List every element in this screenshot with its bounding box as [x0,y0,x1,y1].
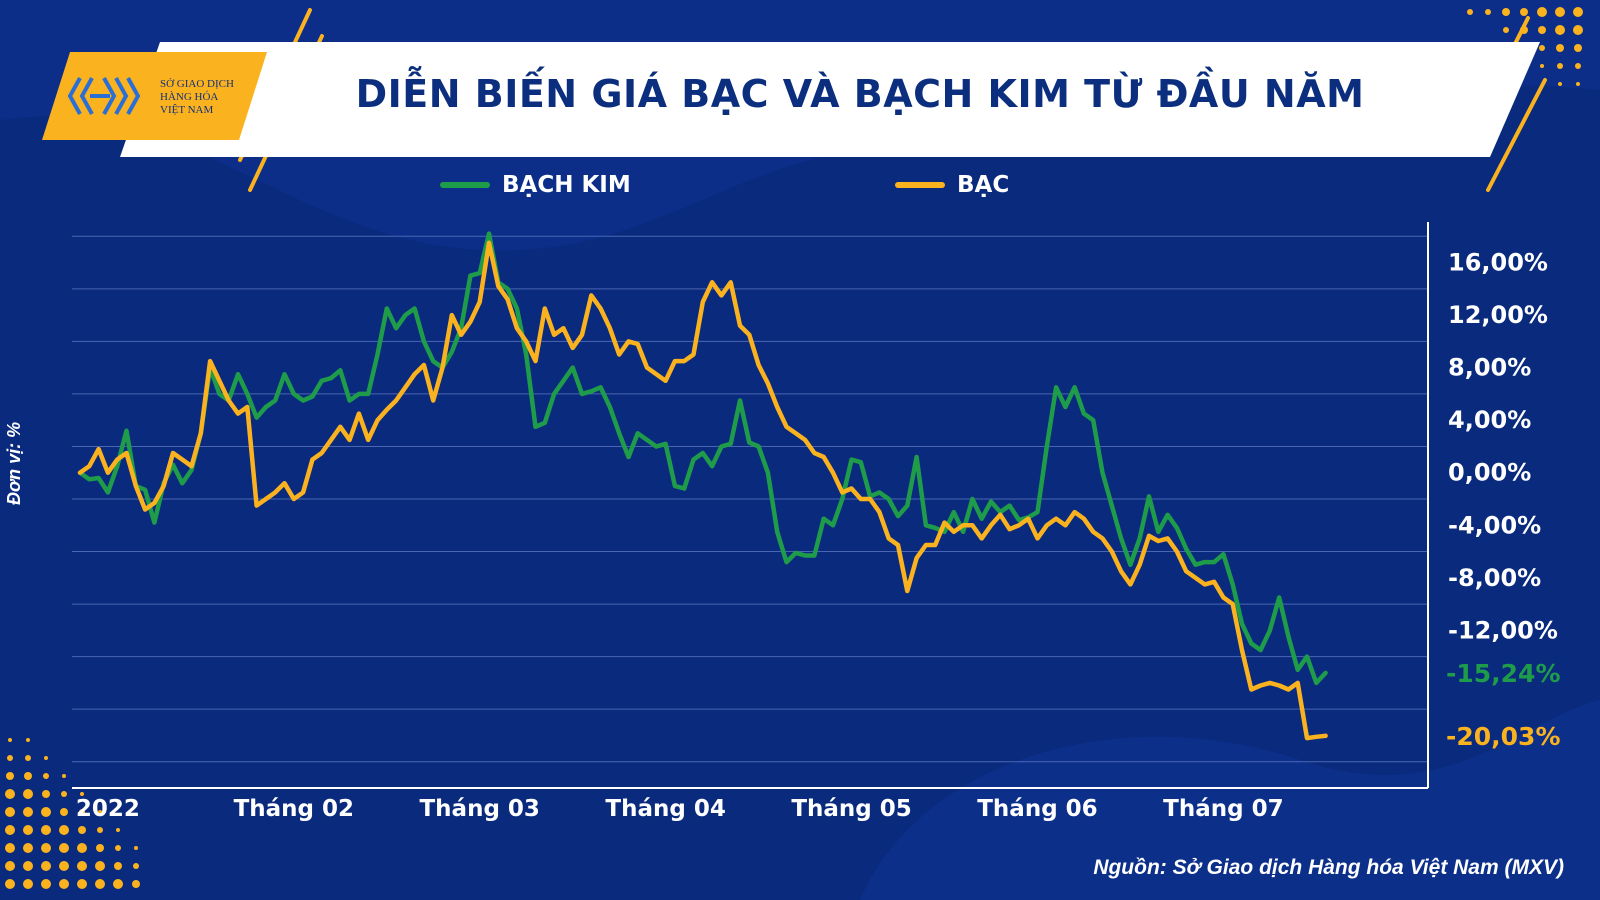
y-tick-label: 4,00% [1448,406,1531,434]
legend-item-platinum: BẠCH KIM [440,172,631,198]
legend-swatch-platinum [440,182,490,188]
y-tick-label: 8,00% [1448,354,1531,382]
series-line-silver [77,240,1328,741]
legend-swatch-silver [895,182,945,188]
chart-series [77,231,1328,741]
logo-badge [42,52,267,140]
logo-line-2: HÀNG HÓA [160,91,219,103]
y-tick-label: -8,00% [1448,564,1541,592]
y-tick-labels: 16,00% 12,00% 8,00% 4,00% 0,00% -4,00% -8,00% -… [1448,249,1558,645]
legend-item-silver: BẠC [895,172,1009,198]
logo-line-3: VIỆT NAM [160,104,214,116]
logo-text: SỞ GIAO DỊCH HÀNG HÓA VIỆT NAM [160,78,260,117]
y-tick-label: 0,00% [1448,459,1531,487]
mxv-logo-icon [67,77,141,115]
series-line-platinum [77,231,1328,686]
x-tick-label: Tháng 02 [234,796,354,822]
end-value-labels: -15,24% -20,03% [1446,659,1561,751]
end-value-label: -20,03% [1446,722,1561,751]
page-title: DIỄN BIẾN GIÁ BẠC VÀ BẠCH KIM TỪ ĐẦU NĂM [355,72,1365,116]
x-tick-label: Tháng 04 [605,796,725,822]
y-tick-label: 16,00% [1448,249,1548,277]
y-tick-label: -4,00% [1448,511,1541,539]
x-tick-label: Tháng 05 [791,796,911,822]
legend-label-silver: BẠC [957,172,1010,198]
x-tick-label: 2022 [76,796,140,822]
legend-label-platinum: BẠCH KIM [502,172,631,198]
title-banner [120,42,1540,157]
y-tick-label: 12,00% [1448,301,1548,329]
logo-line-1: SỞ GIAO DỊCH [160,78,234,90]
y-tick-label: -12,00% [1448,616,1558,644]
chart-axes [72,222,1429,789]
chart-grid [72,235,1428,763]
x-tick-label: Tháng 07 [1163,796,1283,822]
x-tick-label: Tháng 06 [977,796,1097,822]
x-tick-label: Tháng 03 [419,796,539,822]
end-value-label: -15,24% [1446,659,1561,688]
x-tick-labels: 2022 Tháng 02 Tháng 03 Tháng 04 Tháng 05 Thán… [76,796,1284,822]
source-note: Nguồn: Sở Giao dịch Hàng hóa Việt Nam (M… [1093,856,1564,879]
